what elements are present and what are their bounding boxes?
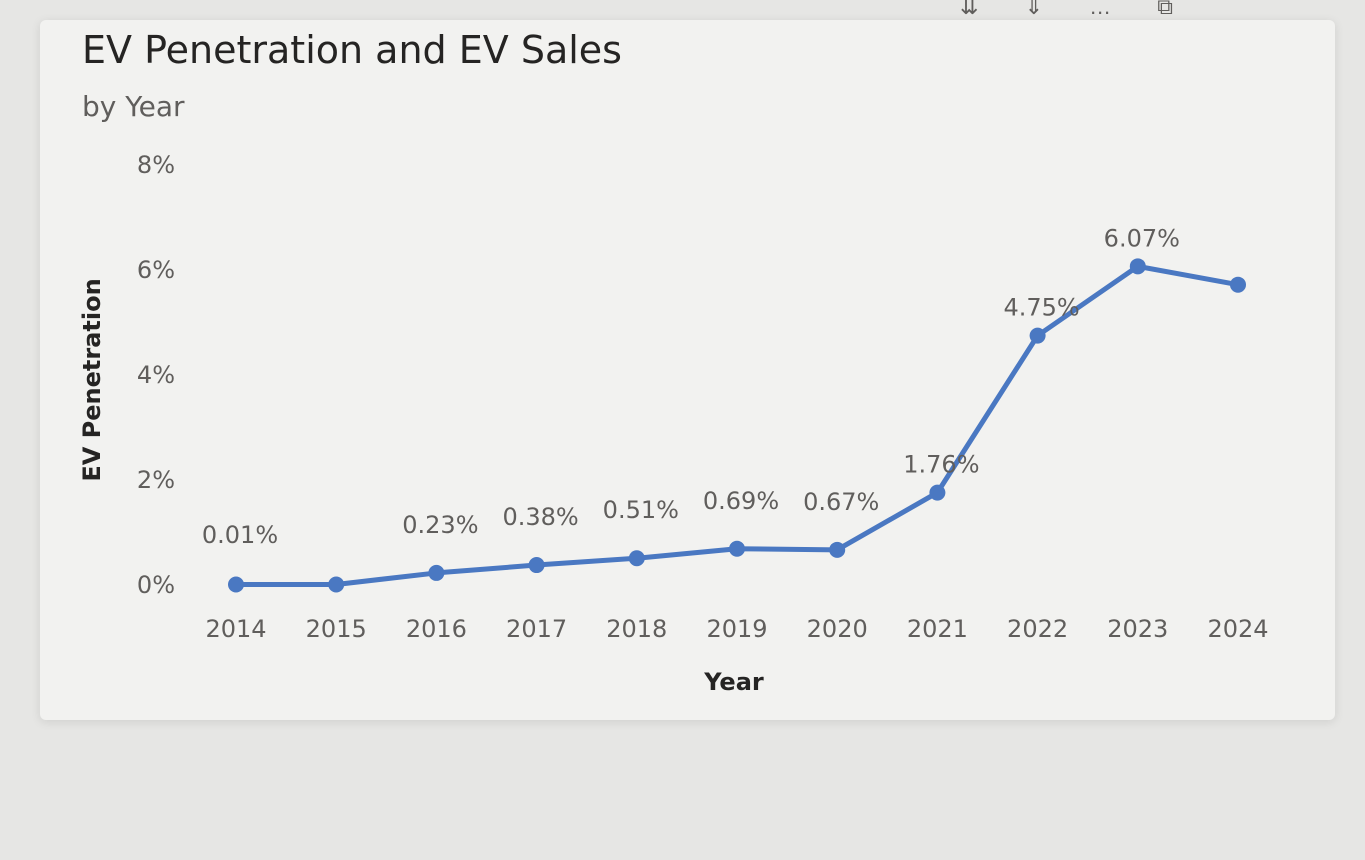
data-labels: 0.01% 0.23% 0.38% 0.51% 0.69% 0.67% 1.76% 4.75%… xyxy=(202,224,1180,549)
visual-header-toolbar: ⇊ ⇓ … ⧉ xyxy=(960,0,1213,20)
data-point-2019[interactable] xyxy=(729,540,745,557)
data-label: 0.51% xyxy=(603,496,679,524)
expand-all-down-icon[interactable]: ⇓ xyxy=(1024,0,1043,19)
data-point-2016[interactable] xyxy=(428,564,445,581)
x-tick-label: 2014 xyxy=(205,615,266,643)
data-point-2023[interactable] xyxy=(1129,258,1146,275)
data-point-2017[interactable] xyxy=(528,557,545,574)
x-tick-label: 2016 xyxy=(406,615,467,643)
x-tick-label: 2018 xyxy=(606,615,667,643)
data-point-2015[interactable] xyxy=(328,576,345,593)
x-axis-title: Year xyxy=(703,668,764,696)
x-tick-label: 2015 xyxy=(306,615,367,643)
data-point-2020[interactable] xyxy=(829,541,846,558)
data-label: 6.07% xyxy=(1104,224,1180,252)
x-tick-label: 2020 xyxy=(807,615,868,643)
data-point-2024[interactable] xyxy=(1230,276,1246,293)
data-label: 0.67% xyxy=(803,488,879,516)
x-tick-label: 2019 xyxy=(706,615,767,643)
y-tick-label: 2% xyxy=(137,466,175,494)
data-point-2018[interactable] xyxy=(628,550,645,567)
y-tick-label: 4% xyxy=(137,361,175,389)
chart-subtitle: by Year xyxy=(82,90,185,123)
visual-container[interactable] xyxy=(40,20,1335,720)
data-point-2022[interactable] xyxy=(1029,327,1046,344)
y-axis-title: EV Penetration xyxy=(78,278,106,481)
data-label: 0.69% xyxy=(703,487,779,515)
x-tick-label: 2017 xyxy=(506,615,567,643)
data-point-2021[interactable] xyxy=(929,484,946,501)
x-tick-label: 2023 xyxy=(1107,615,1168,643)
series-ev-penetration xyxy=(228,258,1246,593)
data-label: 4.75% xyxy=(1003,294,1079,322)
y-tick-label: 0% xyxy=(137,571,175,599)
x-tick-label: 2022 xyxy=(1007,615,1068,643)
y-tick-label: 8% xyxy=(137,151,175,179)
y-tick-label: 6% xyxy=(137,256,175,284)
x-tick-label: 2024 xyxy=(1207,615,1268,643)
more-icon[interactable]: … xyxy=(1089,0,1112,19)
data-label: 0.01% xyxy=(202,521,278,549)
chart-title: EV Penetration and EV Sales xyxy=(82,28,622,72)
x-tick-label: 2021 xyxy=(907,615,968,643)
data-label: 1.76% xyxy=(903,451,979,479)
focus-mode-icon[interactable]: ⧉ xyxy=(1157,0,1173,19)
drill-down-icon[interactable]: ⇊ xyxy=(960,0,979,19)
data-label: 0.23% xyxy=(402,511,478,539)
series-line xyxy=(236,263,1239,587)
data-label: 0.38% xyxy=(502,503,578,531)
x-axis: 2014 2015 2016 2017 2018 2019 2020 2021 2022 2023… xyxy=(205,615,1268,643)
y-axis: 0% 2% 4% 6% 8% xyxy=(137,151,175,599)
data-point-2014[interactable] xyxy=(228,576,244,593)
